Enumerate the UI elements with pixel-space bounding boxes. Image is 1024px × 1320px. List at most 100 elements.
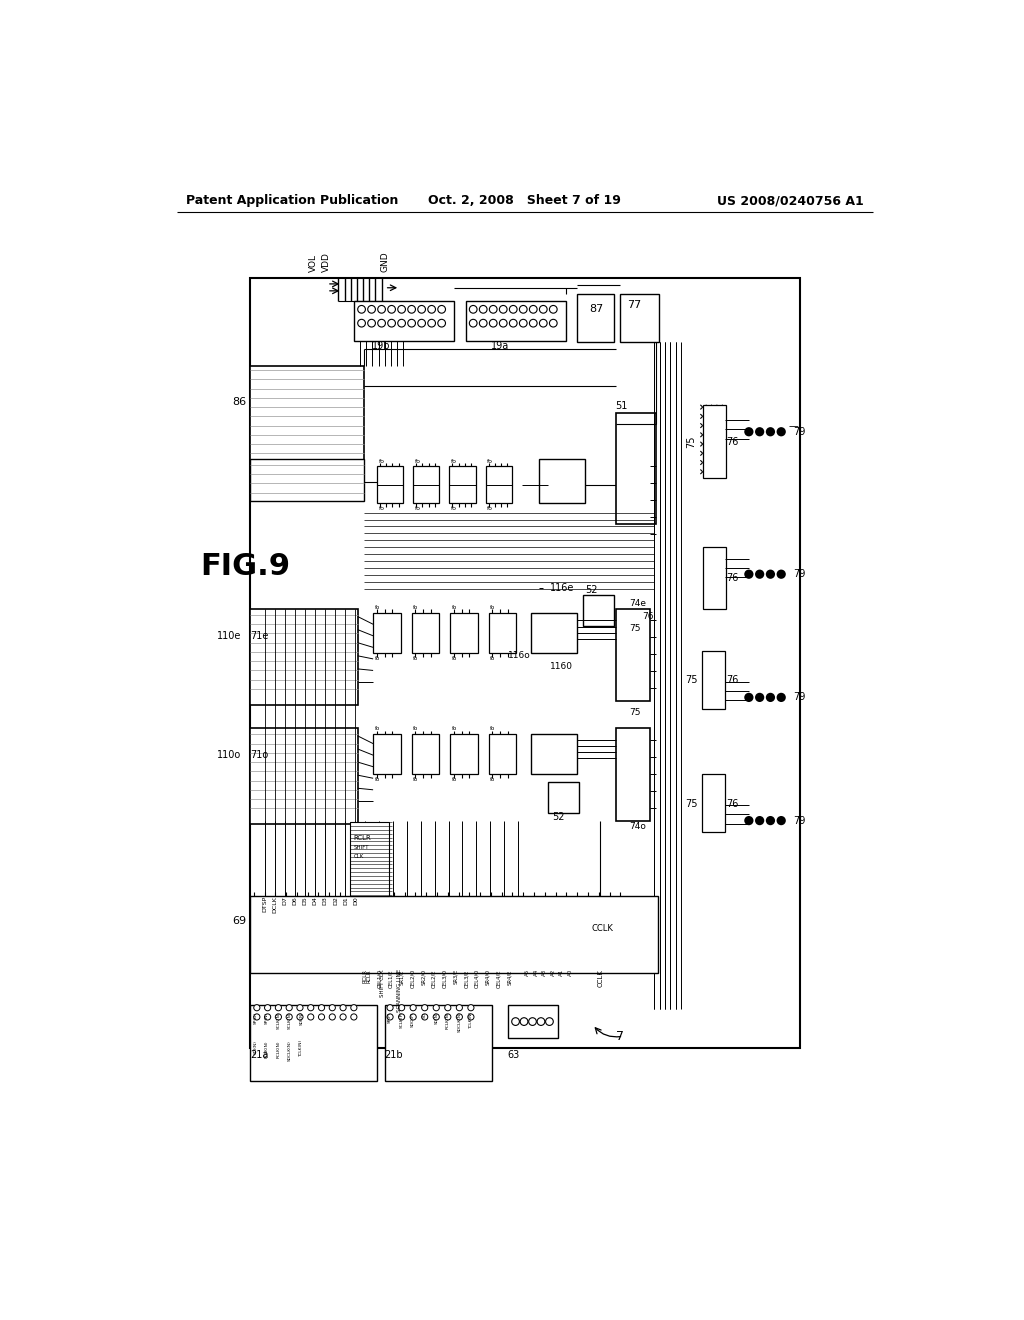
Circle shape: [428, 319, 435, 327]
Circle shape: [438, 305, 445, 313]
Text: 52: 52: [553, 812, 565, 822]
Text: fo: fo: [375, 605, 380, 610]
Text: A0: A0: [567, 969, 572, 977]
Bar: [250, 609, 357, 705]
Bar: [485, 466, 512, 503]
Text: OEL1/O: OEL1/O: [378, 969, 383, 989]
Text: fo: fo: [452, 605, 457, 610]
Circle shape: [457, 1014, 463, 1020]
Circle shape: [398, 1005, 404, 1011]
Text: fo: fo: [375, 656, 380, 660]
Bar: [539, 459, 585, 503]
Bar: [377, 466, 403, 503]
Text: RCLK(N): RCLK(N): [276, 1040, 281, 1057]
Circle shape: [410, 1014, 416, 1020]
Text: —: —: [788, 421, 799, 432]
Text: A2: A2: [551, 969, 556, 977]
Circle shape: [479, 319, 487, 327]
Bar: [250, 1006, 377, 1081]
Text: SO: SO: [423, 1011, 427, 1018]
Text: 110o: 110o: [217, 750, 242, 760]
Text: D2: D2: [333, 896, 338, 906]
Text: D7: D7: [283, 896, 288, 906]
Text: OEL1/E: OEL1/E: [388, 969, 393, 987]
Bar: [531, 612, 578, 653]
Circle shape: [489, 305, 497, 313]
Circle shape: [275, 1005, 282, 1011]
Circle shape: [519, 319, 527, 327]
Text: A5: A5: [525, 969, 530, 977]
Text: 1160: 1160: [550, 663, 573, 671]
Bar: [250, 277, 801, 1048]
Circle shape: [744, 570, 754, 579]
Circle shape: [422, 1005, 428, 1011]
Circle shape: [469, 319, 477, 327]
Text: SHIFT CLK: SHIFT CLK: [380, 969, 385, 997]
Text: 87: 87: [590, 304, 604, 314]
Text: RCLR: RCLR: [362, 969, 368, 983]
Text: 79: 79: [793, 426, 805, 437]
Text: 116o: 116o: [508, 651, 530, 660]
Circle shape: [378, 319, 385, 327]
Text: OEL3/E: OEL3/E: [464, 969, 469, 987]
Circle shape: [546, 1018, 553, 1026]
Text: VDD: VDD: [323, 252, 332, 272]
Text: RCLK(N): RCLK(N): [265, 1040, 269, 1057]
Text: GND: GND: [380, 252, 389, 272]
Text: fo: fo: [375, 777, 380, 783]
Circle shape: [528, 1018, 537, 1026]
Text: SDI(N): SDI(N): [299, 1011, 303, 1026]
Text: 110e: 110e: [217, 631, 242, 640]
Circle shape: [766, 428, 775, 437]
Text: SR4/E: SR4/E: [507, 969, 512, 985]
Text: SCLK(N): SCLK(N): [288, 1011, 292, 1030]
Text: fo: fo: [490, 777, 496, 783]
Circle shape: [297, 1014, 303, 1020]
Bar: [615, 729, 650, 821]
Bar: [488, 734, 516, 775]
Circle shape: [755, 693, 764, 702]
Text: fo: fo: [487, 458, 494, 463]
Text: SHIFT: SHIFT: [354, 845, 370, 850]
Circle shape: [297, 1005, 303, 1011]
Text: 79: 79: [793, 569, 805, 579]
Circle shape: [387, 1005, 393, 1011]
Text: 76: 76: [726, 676, 738, 685]
Circle shape: [489, 319, 497, 327]
Circle shape: [264, 1014, 270, 1020]
Circle shape: [550, 305, 557, 313]
Circle shape: [418, 319, 425, 327]
Bar: [702, 405, 726, 478]
Text: US 2008/0240756 A1: US 2008/0240756 A1: [717, 194, 863, 207]
Text: fo: fo: [452, 726, 457, 731]
Bar: [250, 896, 658, 973]
Circle shape: [438, 319, 445, 327]
Bar: [350, 822, 388, 896]
Text: TCLK(N): TCLK(N): [469, 1011, 473, 1028]
Bar: [701, 775, 725, 832]
Text: 79: 79: [793, 693, 805, 702]
Circle shape: [540, 319, 547, 327]
Bar: [466, 301, 565, 341]
Circle shape: [444, 1005, 451, 1011]
Circle shape: [340, 1005, 346, 1011]
Text: VOL: VOL: [309, 255, 318, 272]
Bar: [385, 1006, 493, 1081]
Circle shape: [340, 1014, 346, 1020]
Text: D3: D3: [323, 896, 328, 906]
Text: SR1/E: SR1/E: [399, 969, 404, 985]
Text: 74o: 74o: [630, 822, 646, 832]
Text: fo: fo: [413, 777, 419, 783]
Circle shape: [410, 1005, 416, 1011]
Text: 19b: 19b: [372, 341, 390, 351]
Text: fo: fo: [490, 605, 496, 610]
Text: 75: 75: [686, 436, 695, 447]
Text: A1: A1: [559, 969, 564, 977]
Circle shape: [330, 1014, 336, 1020]
Circle shape: [444, 1014, 451, 1020]
Circle shape: [378, 305, 385, 313]
Circle shape: [776, 428, 785, 437]
Text: D0: D0: [353, 896, 358, 904]
Circle shape: [538, 1018, 545, 1026]
Text: fo: fo: [415, 507, 421, 511]
